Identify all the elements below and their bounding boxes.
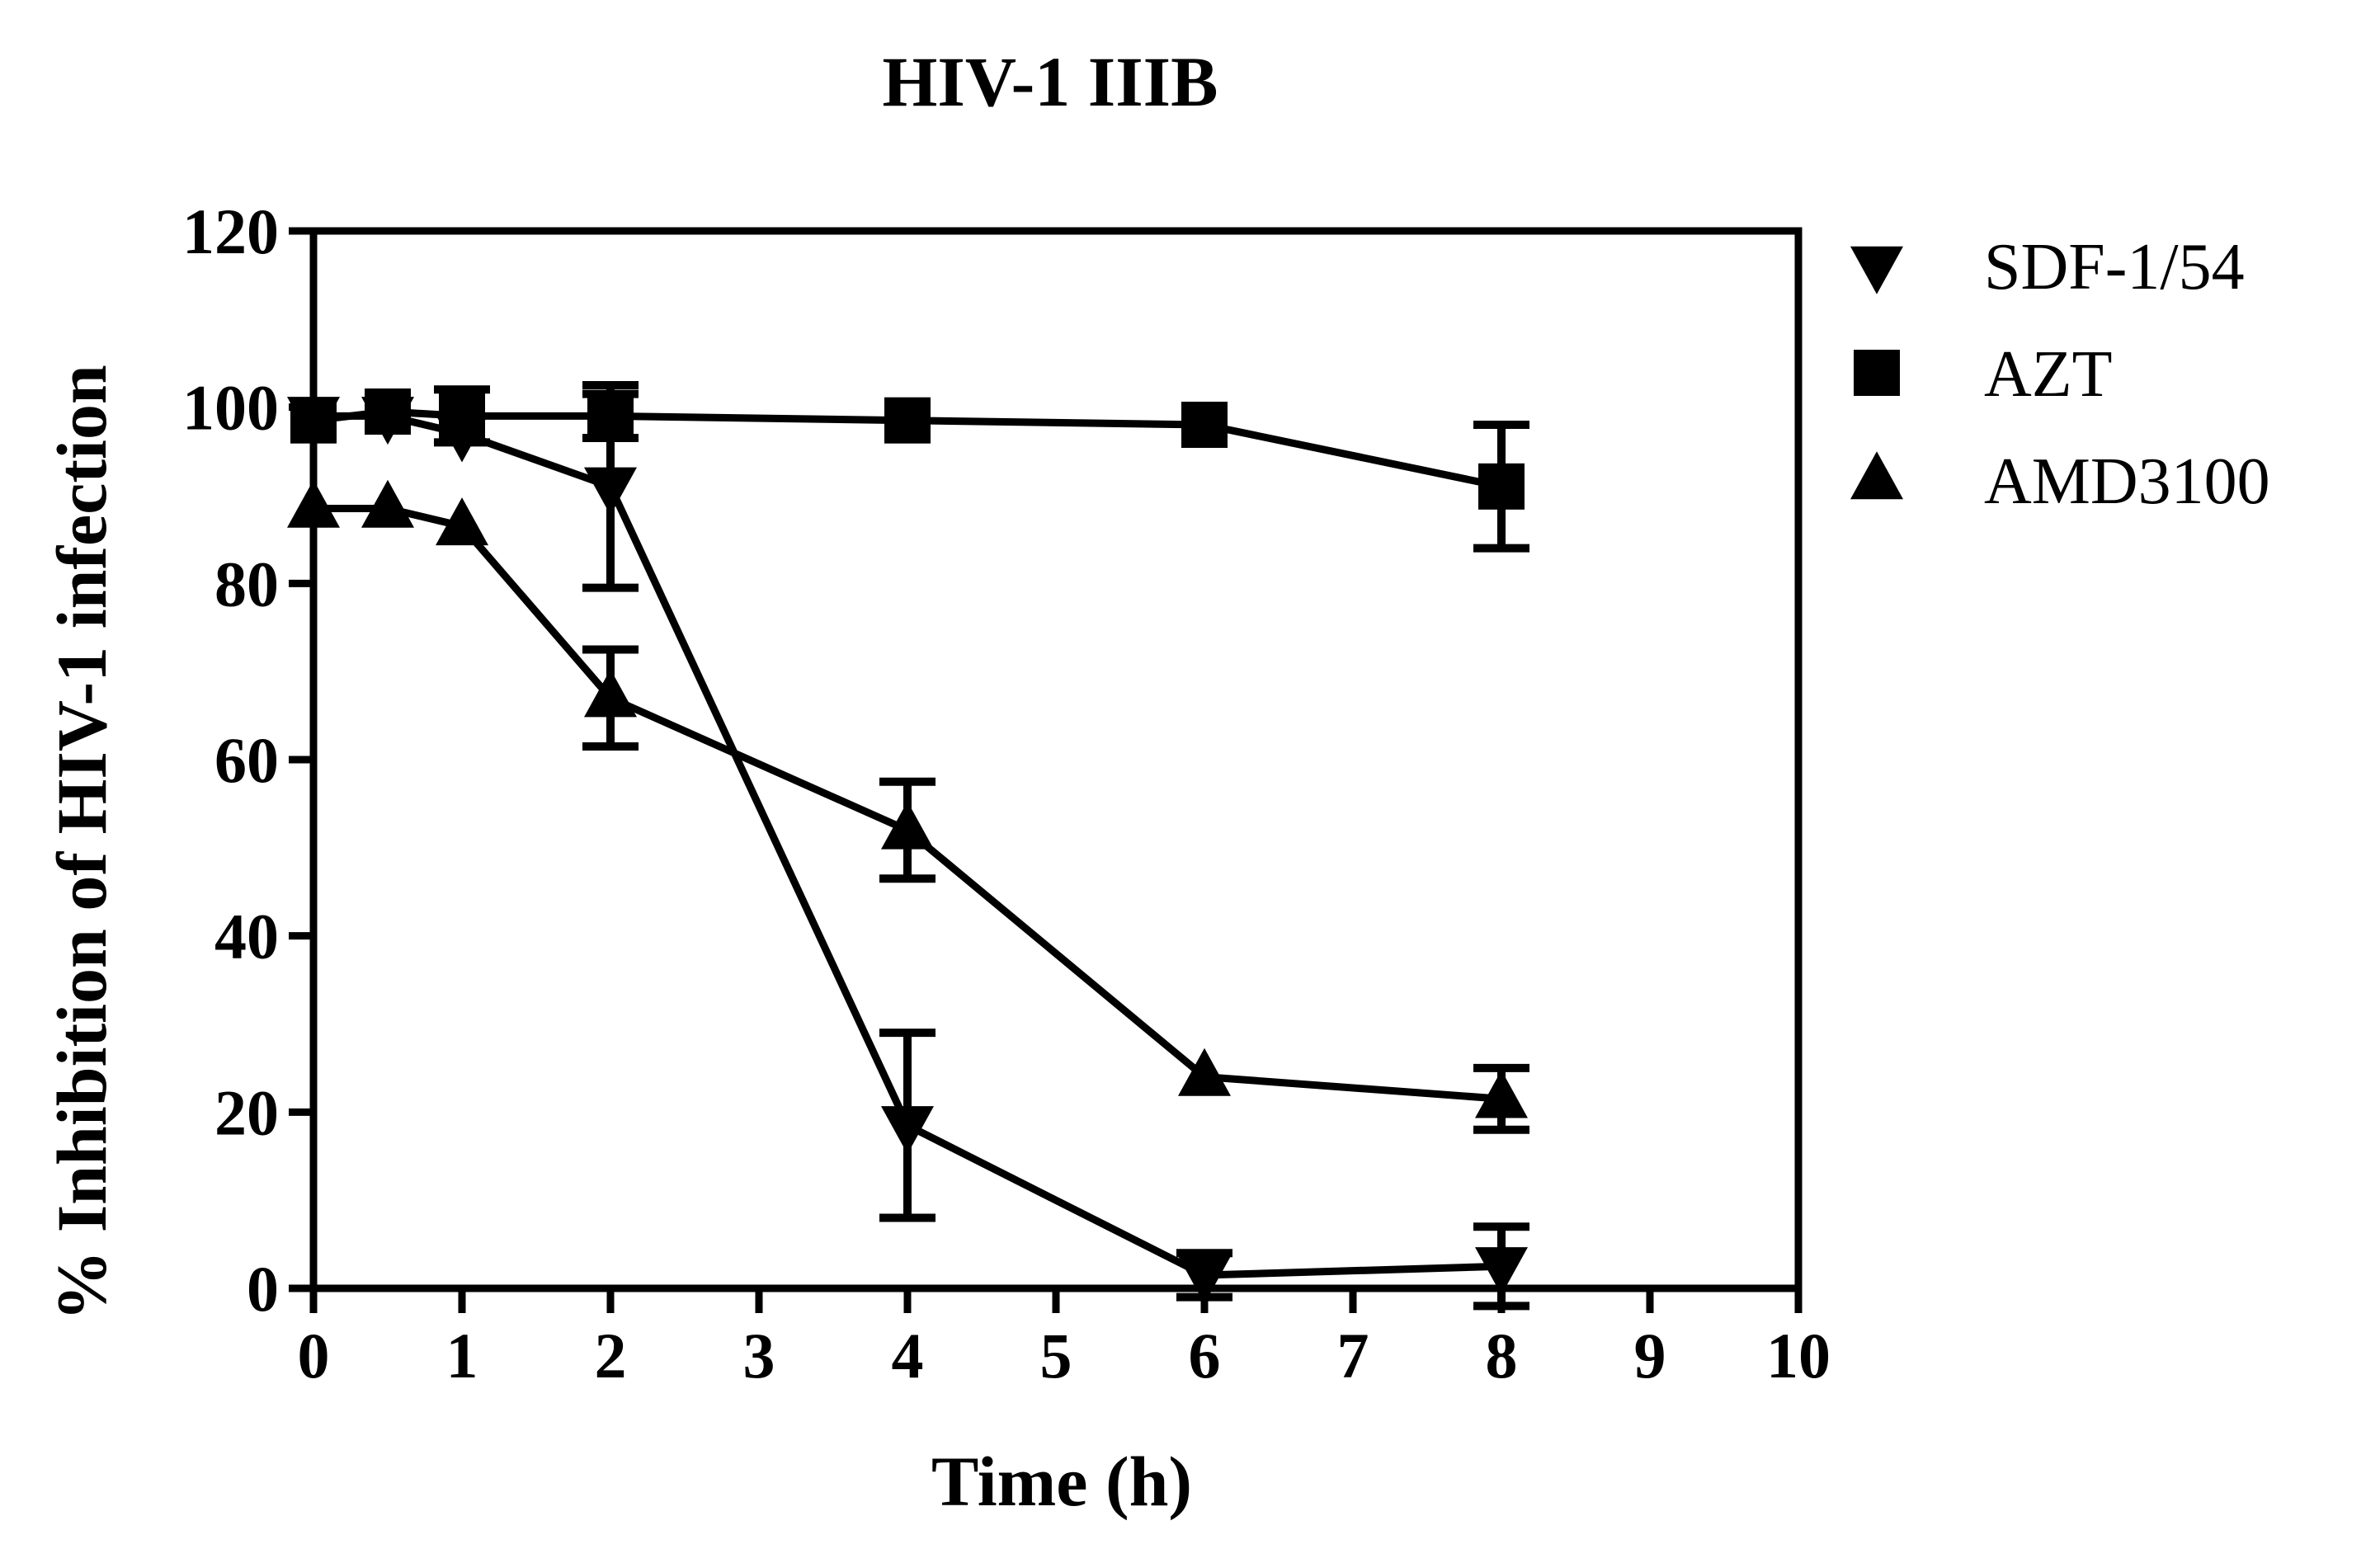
data-markers	[287, 388, 1528, 1304]
point-azt-3	[587, 393, 634, 440]
point-amd3100-4	[881, 801, 934, 850]
chart-title: HIV-1 IIIB	[883, 42, 1218, 121]
legend-marker-azt	[1854, 350, 1900, 396]
legend-item-sdf-1-54: SDF-1/54	[1850, 231, 2245, 304]
point-amd3100-3	[584, 669, 637, 718]
x-tick-label-5: 5	[1040, 1320, 1072, 1391]
x-tick-label-10: 10	[1766, 1320, 1831, 1391]
y-tick-label-100: 100	[182, 372, 279, 444]
point-azt-1	[365, 388, 411, 435]
point-amd3100-1	[361, 479, 414, 528]
legend-marker-amd3100	[1850, 451, 1903, 500]
y-tick-label-80: 80	[214, 548, 279, 619]
y-tick-label-0: 0	[247, 1253, 279, 1325]
point-azt-0	[290, 397, 337, 444]
x-tick-label-9: 9	[1634, 1320, 1666, 1391]
x-tick-label-7: 7	[1337, 1320, 1369, 1391]
point-azt-6	[1478, 463, 1525, 510]
x-tick-label-8: 8	[1486, 1320, 1518, 1391]
x-tick-label-0: 0	[298, 1320, 330, 1391]
point-azt-4	[884, 397, 931, 444]
x-tick-label-3: 3	[743, 1320, 775, 1391]
legend-label-sdf-1-54: SDF-1/54	[1984, 231, 2245, 304]
x-tick-label-4: 4	[892, 1320, 924, 1391]
point-sdf-1-54-4	[881, 1106, 934, 1155]
plot-frame	[309, 227, 1803, 1292]
legend-label-amd3100: AMD3100	[1984, 445, 2270, 518]
x-tick-label-1: 1	[446, 1320, 478, 1391]
point-amd3100-6	[1475, 1070, 1528, 1118]
point-sdf-1-54-3	[584, 467, 637, 516]
point-amd3100-0	[287, 479, 340, 528]
y-axis-label: % Inhibition of HIV-1 infection	[42, 365, 121, 1321]
error-bars	[434, 380, 1529, 1311]
x-tick-label-6: 6	[1189, 1320, 1221, 1391]
legend: SDF-1/54 AZT AMD3100	[1850, 231, 2270, 518]
x-axis-label: Time (h)	[931, 1442, 1192, 1521]
point-sdf-1-54-5	[1178, 1255, 1231, 1304]
legend-item-amd3100: AMD3100	[1850, 445, 2270, 518]
y-tick-label-40: 40	[214, 901, 279, 972]
point-sdf-1-54-6	[1475, 1247, 1528, 1296]
point-amd3100-5	[1178, 1047, 1231, 1096]
x-tick-label-2: 2	[595, 1320, 627, 1391]
point-azt-2	[439, 393, 485, 440]
point-amd3100-2	[436, 497, 488, 546]
y-tick-label-60: 60	[214, 724, 279, 796]
y-tick-label-120: 120	[182, 195, 279, 267]
legend-item-azt: AZT	[1854, 338, 2113, 411]
legend-marker-sdf-1-54	[1850, 246, 1903, 294]
legend-label-azt: AZT	[1984, 338, 2113, 411]
point-azt-5	[1181, 402, 1228, 449]
y-tick-label-20: 20	[214, 1076, 279, 1148]
